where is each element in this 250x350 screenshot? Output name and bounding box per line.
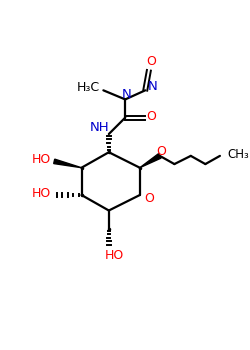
Text: N: N <box>122 88 132 102</box>
Polygon shape <box>54 159 82 168</box>
Text: O: O <box>147 110 156 123</box>
Polygon shape <box>140 154 161 168</box>
Text: O: O <box>146 55 156 68</box>
Text: CH₃: CH₃ <box>227 148 249 161</box>
Text: HO: HO <box>105 248 124 262</box>
Text: NH: NH <box>90 121 110 134</box>
Text: HO: HO <box>32 153 51 166</box>
Text: O: O <box>144 192 154 205</box>
Text: N: N <box>148 80 158 93</box>
Text: HO: HO <box>32 187 51 200</box>
Text: O: O <box>157 145 166 158</box>
Text: H₃C: H₃C <box>77 81 100 94</box>
